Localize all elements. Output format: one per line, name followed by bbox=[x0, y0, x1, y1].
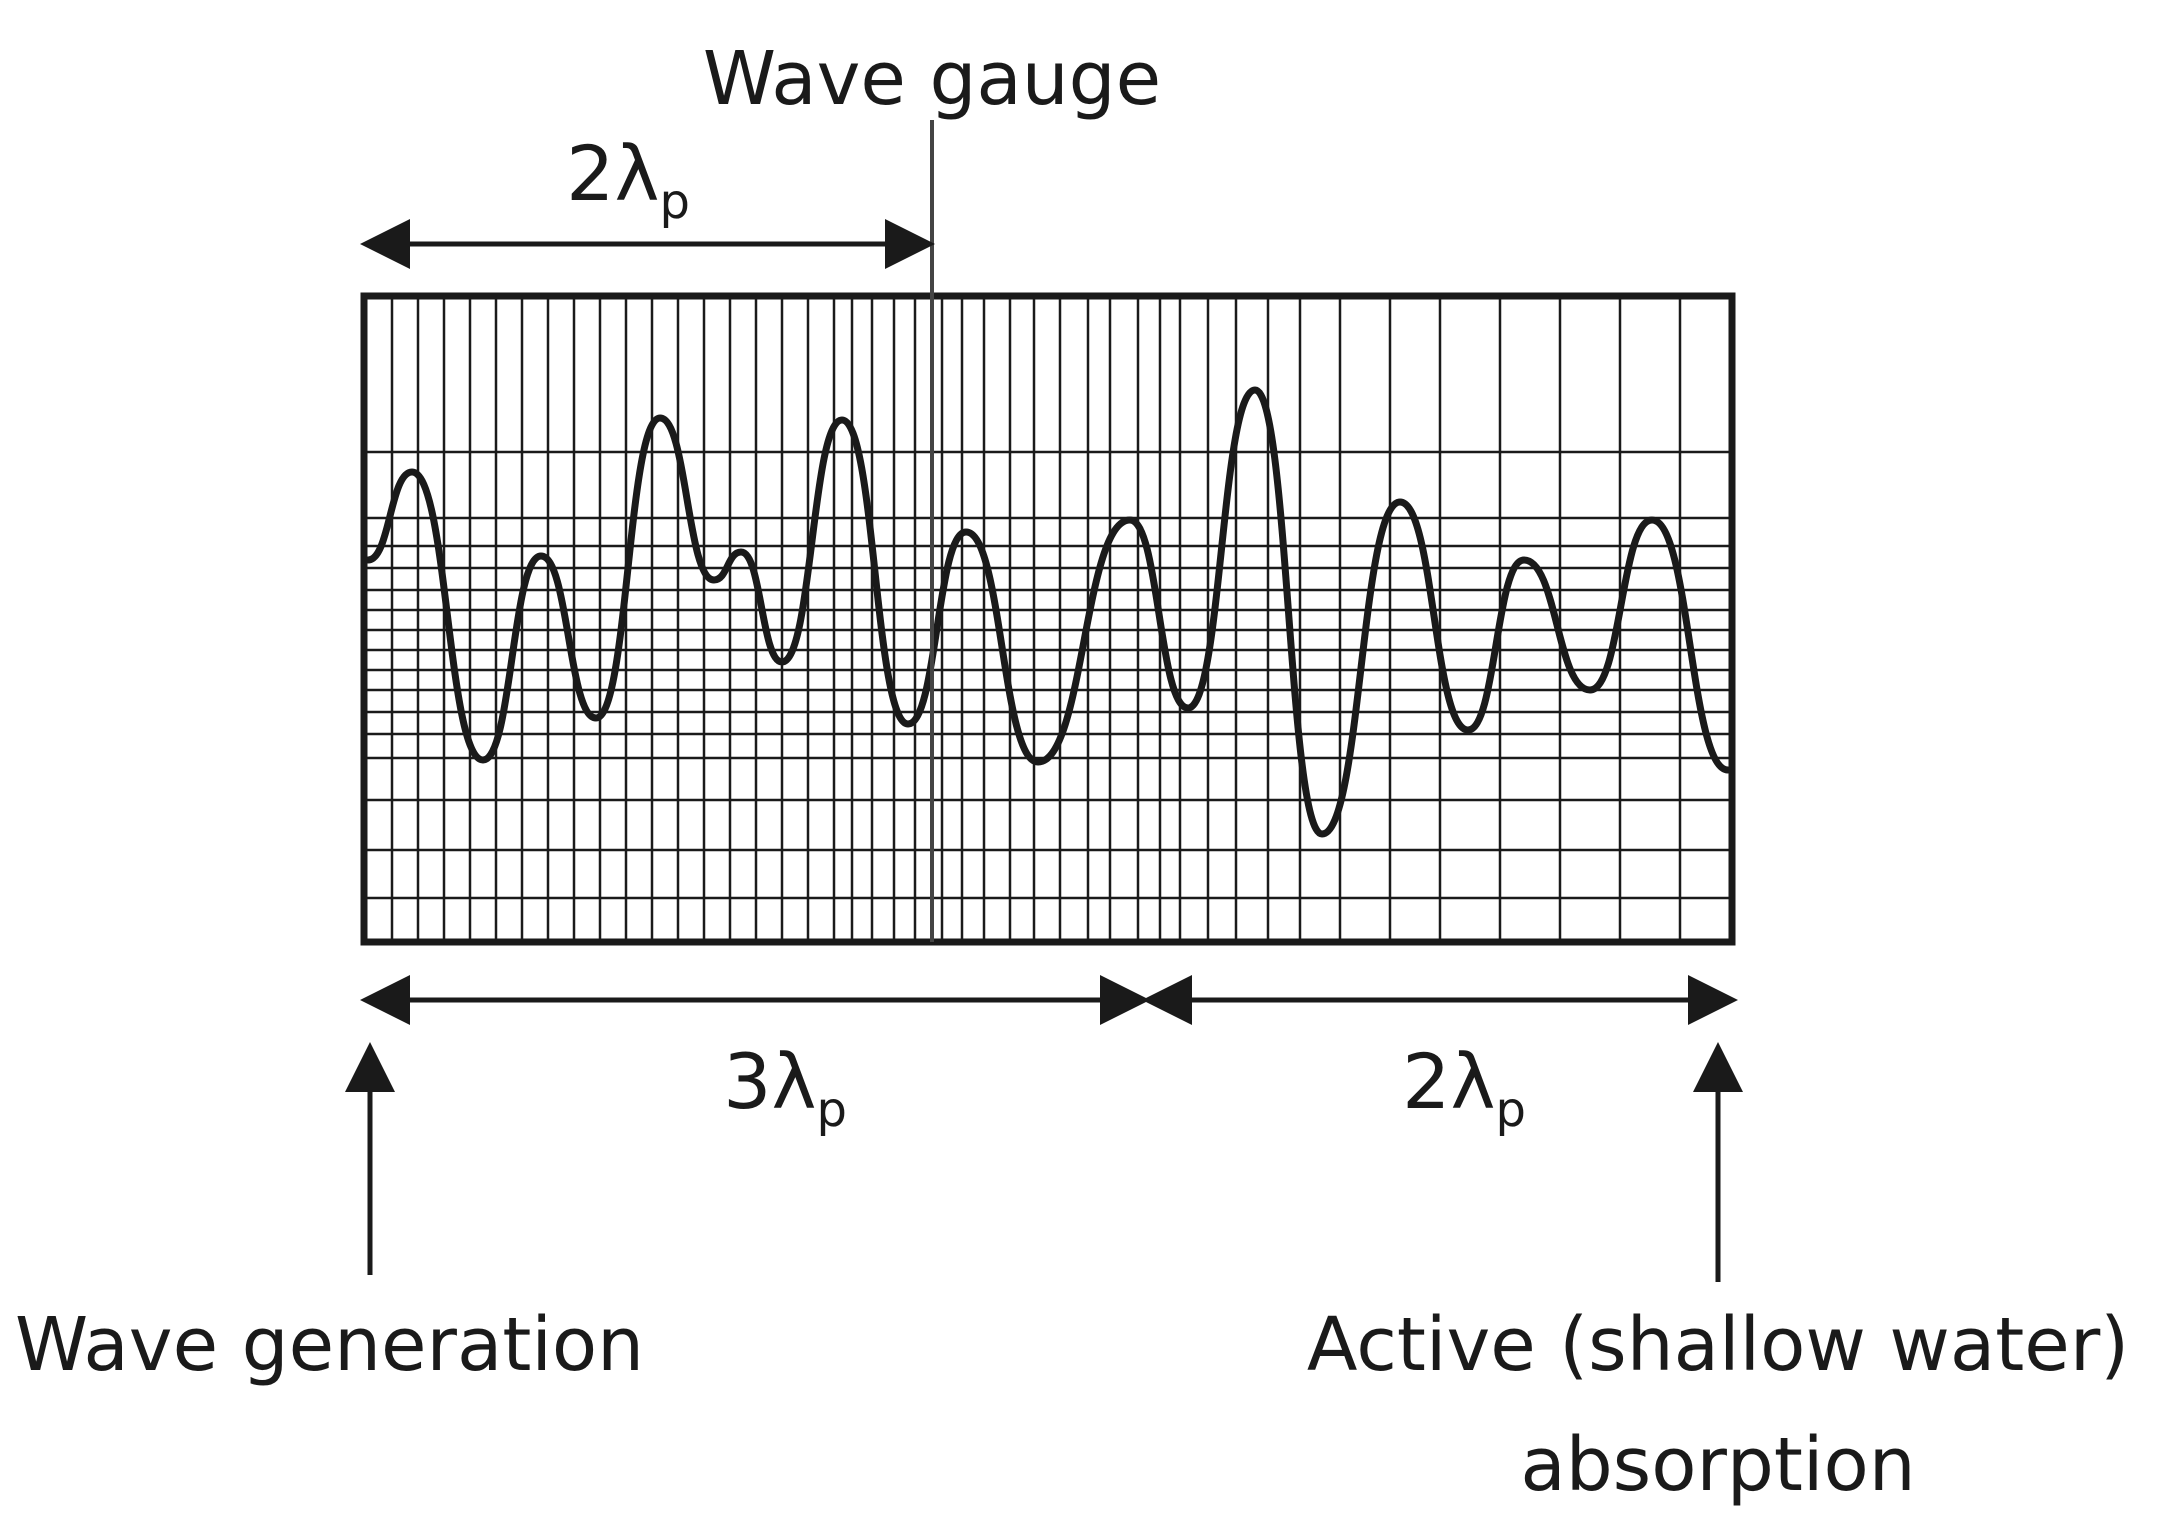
bottom-left-span-label: 3λp bbox=[723, 1037, 847, 1138]
top-span-label: 2λp bbox=[566, 129, 690, 230]
wave-gauge-label: Wave gauge bbox=[703, 36, 1161, 122]
absorption-label-line1: Active (shallow water) bbox=[1307, 1302, 2129, 1388]
wave-surface-curve bbox=[364, 386, 1732, 838]
domain-border bbox=[360, 292, 1736, 946]
bottom-right-span-label: 2λp bbox=[1402, 1037, 1526, 1138]
wave-generation-label: Wave generation bbox=[15, 1302, 644, 1388]
absorption-label-line2: absorption bbox=[1520, 1422, 1915, 1508]
mesh-horizontal-lines bbox=[364, 450, 1732, 900]
mesh-vertical-lines bbox=[390, 296, 1682, 942]
